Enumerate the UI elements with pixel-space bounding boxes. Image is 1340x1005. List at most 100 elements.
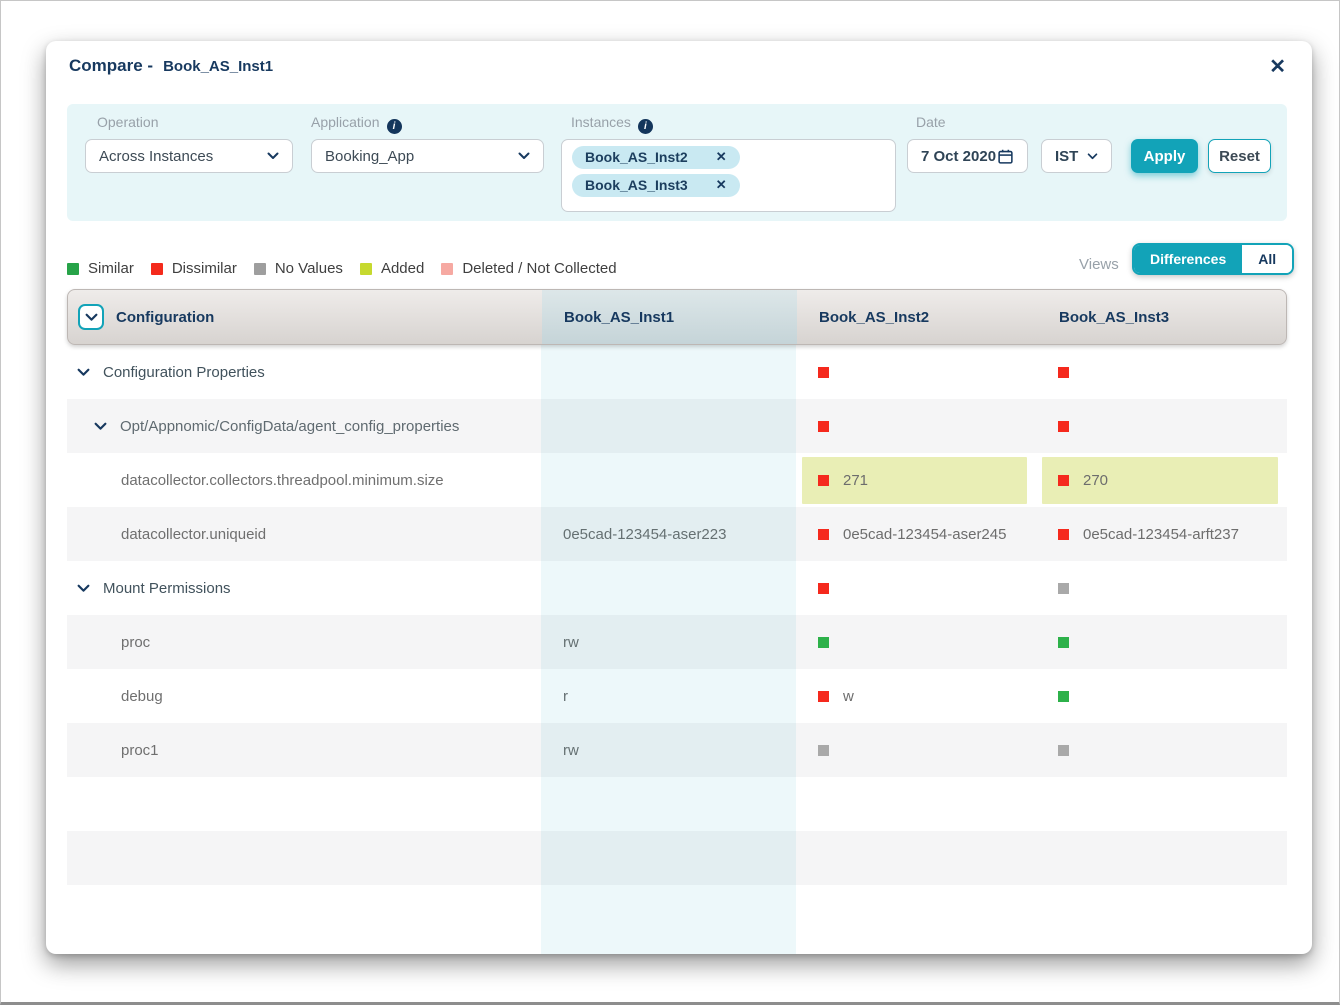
- chevron-down-icon[interactable]: [77, 368, 90, 377]
- row-label-cell: debug: [67, 669, 541, 723]
- views-toggle: Differences All: [1132, 243, 1294, 275]
- status-square-icon: [1058, 583, 1069, 594]
- value-cell: [541, 561, 796, 615]
- value-cell: [796, 615, 1036, 669]
- status-square-icon: [1058, 475, 1069, 486]
- value-cell: [796, 777, 1036, 831]
- row-label-cell: datacollector.uniqueid: [67, 507, 541, 561]
- value-cell: [541, 345, 796, 399]
- instance-chip: Book_AS_Inst3 ✕: [572, 174, 740, 197]
- status-square-icon: [1058, 529, 1069, 540]
- value-cell: [541, 399, 796, 453]
- reset-button[interactable]: Reset: [1208, 139, 1271, 173]
- value-cell: r: [541, 669, 796, 723]
- value-cell: 0e5cad-123454-aser223: [541, 507, 796, 561]
- views-differences-tab[interactable]: Differences: [1134, 245, 1242, 273]
- row-label: Mount Permissions: [103, 580, 231, 597]
- status-square-icon: [1058, 745, 1069, 756]
- instance-chip-label: Book_AS_Inst2: [585, 149, 688, 165]
- chip-remove-icon[interactable]: ✕: [716, 149, 727, 165]
- row-label: debug: [121, 688, 163, 705]
- legend-item-added: Added: [360, 260, 424, 277]
- status-square-icon: [818, 367, 829, 378]
- status-square-icon: [1058, 637, 1069, 648]
- date-input[interactable]: 7 Oct 2020: [907, 139, 1028, 173]
- compare-dialog: Compare - Book_AS_Inst1 ✕ Operation Acro…: [46, 41, 1312, 954]
- value-cell: rw: [541, 615, 796, 669]
- timezone-value: IST: [1055, 148, 1078, 165]
- chevron-down-icon: [518, 152, 530, 160]
- value-cell: [1036, 723, 1287, 777]
- value-cell: [1036, 615, 1287, 669]
- configuration-header-cell: Configuration: [68, 304, 542, 330]
- column-header-inst1: Book_AS_Inst1: [542, 290, 797, 344]
- row-label: Opt/Appnomic/ConfigData/agent_config_pro…: [120, 418, 459, 435]
- application-select[interactable]: Booking_App: [311, 139, 544, 173]
- operation-select[interactable]: Across Instances: [85, 139, 293, 173]
- chevron-down-icon[interactable]: [77, 584, 90, 593]
- value-cell: [1036, 399, 1287, 453]
- instances-label: Instancesi: [571, 114, 653, 134]
- row-label: proc1: [121, 742, 159, 759]
- info-icon[interactable]: i: [387, 119, 402, 134]
- table-row: Mount Permissions: [67, 561, 1287, 615]
- chevron-down-icon[interactable]: [94, 422, 107, 431]
- row-label: proc: [121, 634, 150, 651]
- status-square-icon: [818, 637, 829, 648]
- value-cell: [541, 831, 796, 885]
- timezone-select[interactable]: IST: [1041, 139, 1112, 173]
- table-row: datacollector.collectors.threadpool.mini…: [67, 453, 1287, 507]
- value-cell: [796, 831, 1036, 885]
- added-square-icon: [360, 263, 372, 275]
- views-label: Views: [1079, 256, 1119, 273]
- column-header-inst2: Book_AS_Inst2: [797, 309, 1037, 326]
- value-cell: [796, 345, 1036, 399]
- table-row: [67, 831, 1287, 885]
- column-header-inst3: Book_AS_Inst3: [1037, 309, 1288, 326]
- table-row: debug r w: [67, 669, 1287, 723]
- no-values-square-icon: [254, 263, 266, 275]
- legend-item-deleted: Deleted / Not Collected: [441, 260, 616, 277]
- status-square-icon: [818, 475, 829, 486]
- table-row: proc rw: [67, 615, 1287, 669]
- deleted-square-icon: [441, 263, 453, 275]
- status-square-icon: [1058, 691, 1069, 702]
- info-icon[interactable]: i: [638, 119, 653, 134]
- instances-multiselect[interactable]: Book_AS_Inst2 ✕ Book_AS_Inst3 ✕: [561, 139, 896, 212]
- value-cell: w: [796, 669, 1036, 723]
- value-cell: [796, 399, 1036, 453]
- status-square-icon: [818, 745, 829, 756]
- row-label-cell: proc1: [67, 723, 541, 777]
- chevron-down-icon: [1087, 153, 1098, 160]
- row-label: Configuration Properties: [103, 364, 265, 381]
- row-label-cell: datacollector.collectors.threadpool.mini…: [67, 453, 541, 507]
- value-cell: [541, 453, 796, 507]
- similar-square-icon: [67, 263, 79, 275]
- status-legend: Similar Dissimilar No Values Added Delet…: [67, 260, 617, 277]
- operation-label: Operation: [97, 114, 158, 130]
- chevron-down-icon: [267, 152, 279, 160]
- row-label-cell[interactable]: Mount Permissions: [67, 561, 541, 615]
- value-cell: [796, 561, 1036, 615]
- table-row: datacollector.uniqueid 0e5cad-123454-ase…: [67, 507, 1287, 561]
- value-cell: [796, 723, 1036, 777]
- views-all-tab[interactable]: All: [1242, 245, 1292, 273]
- calendar-icon[interactable]: [997, 148, 1014, 165]
- value-cell: [1036, 345, 1287, 399]
- status-square-icon: [1058, 421, 1069, 432]
- application-value: Booking_App: [325, 148, 414, 165]
- value-cell: 0e5cad-123454-aser245: [796, 507, 1036, 561]
- close-icon[interactable]: ✕: [1269, 53, 1286, 81]
- filter-panel: Operation Across Instances Applicationi …: [67, 104, 1287, 221]
- row-label-cell: [67, 831, 541, 885]
- apply-button[interactable]: Apply: [1131, 139, 1198, 173]
- configuration-header-label: Configuration: [116, 309, 214, 326]
- row-label-cell[interactable]: Configuration Properties: [67, 345, 541, 399]
- collapse-all-button[interactable]: [78, 304, 104, 330]
- row-label-cell: [67, 777, 541, 831]
- date-label: Date: [916, 114, 946, 130]
- status-square-icon: [818, 529, 829, 540]
- row-label-cell[interactable]: Opt/Appnomic/ConfigData/agent_config_pro…: [67, 399, 541, 453]
- chip-remove-icon[interactable]: ✕: [716, 177, 727, 193]
- instance-chip: Book_AS_Inst2 ✕: [572, 146, 740, 169]
